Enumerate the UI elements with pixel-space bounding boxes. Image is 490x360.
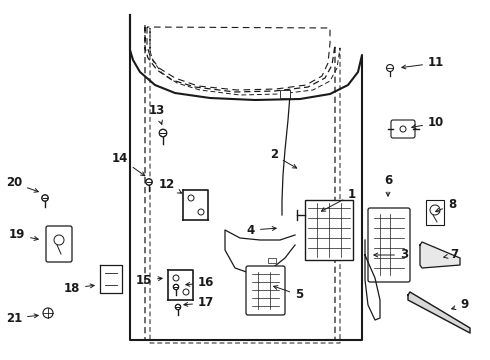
Circle shape [173, 275, 179, 281]
FancyBboxPatch shape [246, 266, 285, 315]
Circle shape [175, 304, 181, 310]
Text: 7: 7 [444, 248, 458, 261]
Text: 4: 4 [247, 224, 276, 237]
Text: 21: 21 [6, 311, 38, 324]
Text: 3: 3 [374, 248, 408, 261]
Text: 18: 18 [64, 282, 94, 294]
Text: 1: 1 [321, 189, 356, 211]
Bar [426, 200, 444, 225]
Circle shape [188, 195, 194, 201]
Polygon shape [420, 242, 460, 268]
Text: 5: 5 [273, 286, 303, 302]
Text: 17: 17 [184, 297, 214, 310]
Text: 10: 10 [412, 117, 444, 130]
Bar [268, 258, 276, 263]
FancyBboxPatch shape [368, 208, 410, 282]
Circle shape [387, 64, 393, 72]
FancyBboxPatch shape [46, 226, 72, 262]
Text: 20: 20 [6, 176, 38, 192]
Circle shape [173, 284, 179, 290]
Text: 6: 6 [384, 174, 392, 196]
Text: 2: 2 [270, 148, 296, 168]
Text: 8: 8 [436, 198, 456, 212]
FancyBboxPatch shape [391, 120, 415, 138]
Text: 11: 11 [402, 57, 444, 69]
Text: 15: 15 [136, 274, 162, 287]
Polygon shape [408, 292, 470, 333]
Text: 14: 14 [112, 152, 145, 176]
Text: 13: 13 [149, 104, 165, 124]
Circle shape [159, 129, 167, 137]
Circle shape [198, 209, 204, 215]
Text: 12: 12 [159, 179, 182, 193]
Text: 19: 19 [9, 229, 38, 242]
Polygon shape [130, 15, 362, 340]
Circle shape [42, 195, 49, 201]
Circle shape [43, 308, 53, 318]
Circle shape [146, 179, 152, 185]
Circle shape [183, 289, 189, 295]
Bar [280, 90, 290, 98]
Text: 16: 16 [186, 276, 215, 289]
Bar [305, 200, 353, 260]
Text: 9: 9 [452, 298, 468, 311]
